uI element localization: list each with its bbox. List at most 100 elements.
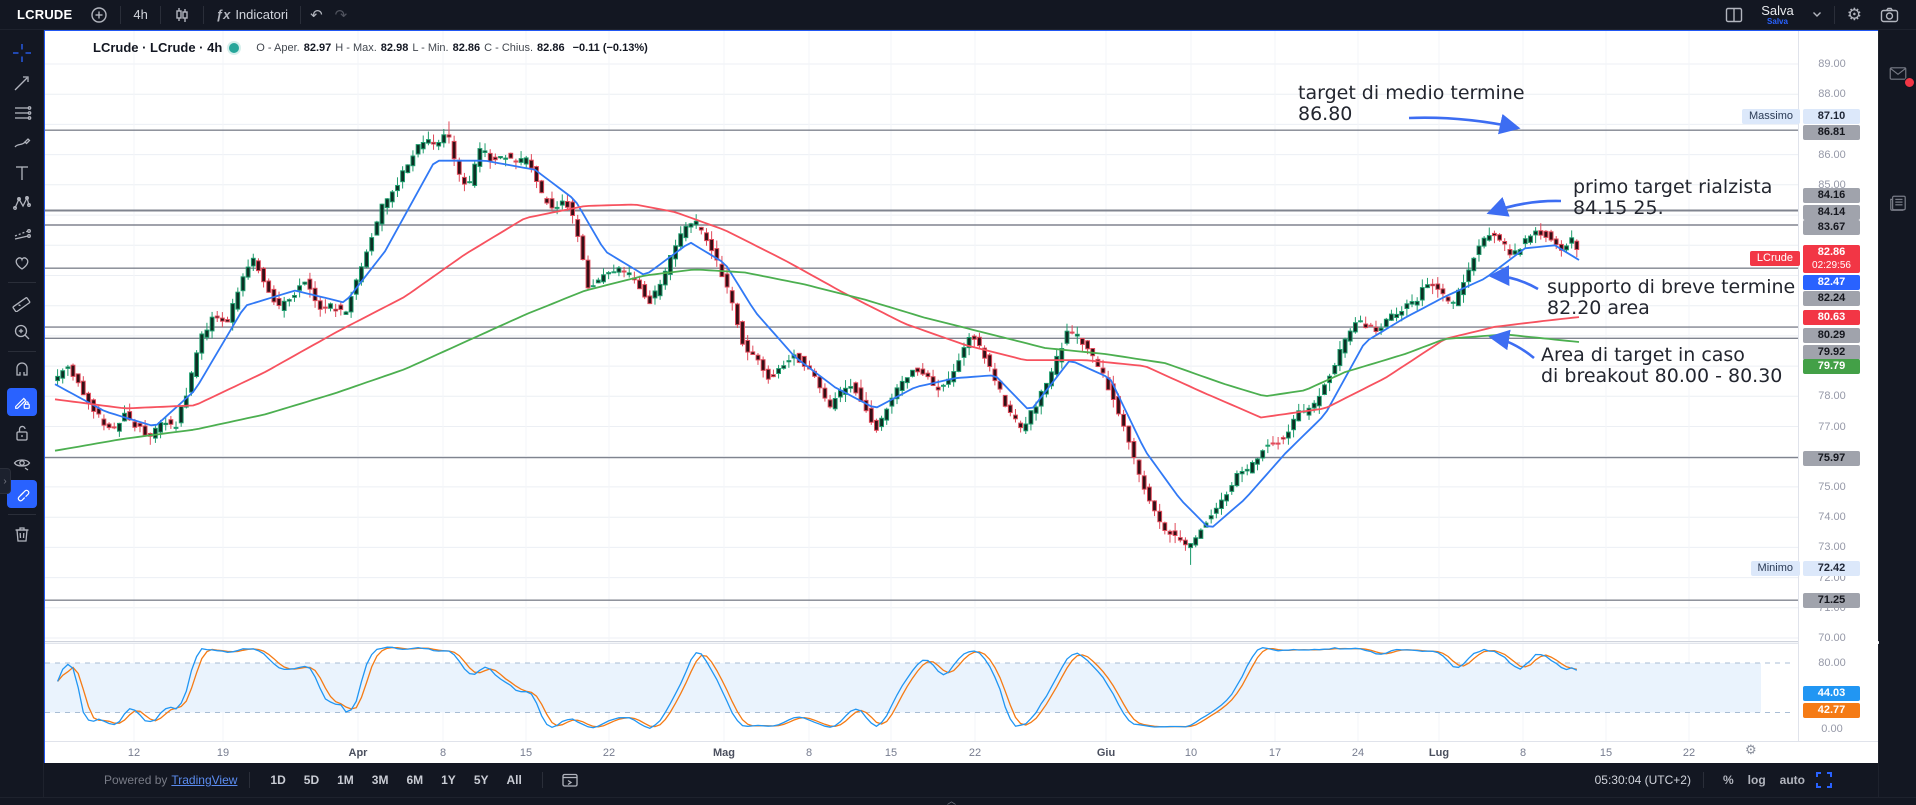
lock-all-drawings-button[interactable] — [5, 418, 39, 448]
annotation-arrow[interactable] — [1488, 329, 1535, 360]
forecast-tool-button[interactable] — [5, 218, 39, 248]
fx-icon: ƒx — [215, 7, 231, 22]
time-tick-label: 22 — [1682, 747, 1696, 759]
magnet-mode-button[interactable] — [5, 356, 39, 386]
magnet-icon — [15, 362, 28, 376]
range-button-6m[interactable]: 6M — [398, 770, 431, 790]
annotation-text[interactable]: target di medio termine 86.80 — [1298, 82, 1525, 125]
annotations-layer[interactable]: target di medio termine 86.80 primo target… — [1298, 82, 1795, 387]
range-button-3m[interactable]: 3M — [364, 770, 397, 790]
price-tick-label: 74.00 — [1818, 511, 1846, 524]
save-layout-button[interactable]: Salva Salva — [1752, 2, 1803, 28]
chart-properties-button[interactable]: ⚙ — [1838, 2, 1871, 28]
price-tick-label: 75.00 — [1818, 480, 1846, 493]
footer-divider — [1702, 772, 1704, 788]
time-axis-settings-gear-icon[interactable]: ⚙ — [1745, 742, 1757, 757]
annotation-arrow[interactable] — [1488, 265, 1539, 291]
measure-tool-button[interactable] — [5, 287, 39, 317]
time-tick-label: Apr — [348, 747, 368, 759]
price-tick-label: 78.00 — [1818, 390, 1846, 403]
toolbar-collapse-handle[interactable]: › — [0, 468, 11, 494]
inbox-button[interactable] — [1883, 58, 1915, 88]
brush-tool-button[interactable] — [5, 128, 39, 158]
server-clock[interactable]: 05:30:04 (UTC+2) — [1594, 773, 1691, 787]
annotation-text[interactable]: supporto di breve termine 82.20 area — [1547, 276, 1795, 319]
annotation-arrow[interactable] — [1486, 197, 1562, 217]
trend-line-tool-button[interactable] — [5, 68, 39, 98]
compare-add-symbol-button[interactable] — [81, 2, 117, 28]
emoji-tool-button[interactable] — [5, 248, 39, 278]
range-button-1m[interactable]: 1M — [329, 770, 362, 790]
layout-select-button[interactable] — [1716, 2, 1752, 28]
indicators-label: Indicatori — [235, 7, 289, 22]
grid-layer — [45, 31, 1798, 641]
save-status-label: Salva — [1767, 16, 1788, 26]
trash-icon — [15, 527, 28, 542]
ma-fast — [54, 159, 1580, 528]
zoom-in-tool-button[interactable] — [5, 317, 39, 347]
low-value: 82.86 — [452, 41, 481, 54]
save-menu-chevron-button[interactable] — [1803, 2, 1831, 28]
stoch-tick-label: 0.00 — [1821, 723, 1843, 735]
fullscreen-button[interactable] — [1816, 772, 1832, 788]
legend-symbol-title[interactable]: LCrude · LCrude · 4h — [93, 40, 223, 55]
tradingview-link[interactable]: TradingView — [171, 773, 238, 787]
bottom-panel-collapse-handle[interactable]: ︿ — [947, 796, 956, 805]
date-range-buttons: 1D 5D 1M 3M 6M 1Y 5Y All — [262, 770, 529, 790]
sync-drawings-button[interactable] — [6, 480, 37, 508]
chart-style-button[interactable] — [164, 2, 200, 28]
price-tick-label: 73.00 — [1818, 541, 1846, 554]
interval-button[interactable]: 4h — [124, 2, 156, 28]
range-button-5y[interactable]: 5Y — [466, 770, 497, 790]
redo-button[interactable]: ↷ — [329, 2, 354, 28]
indicators-button[interactable]: ƒx Indicatori — [207, 2, 297, 28]
percent-scale-button[interactable]: % — [1716, 771, 1741, 789]
log-scale-button[interactable]: log — [1741, 771, 1773, 789]
fib-retracement-tool-button[interactable] — [5, 98, 39, 128]
range-button-all[interactable]: All — [499, 770, 530, 790]
crosshair-tool-button[interactable] — [5, 38, 39, 68]
price-tick-label: 86.00 — [1818, 148, 1846, 161]
toolbar-divider — [120, 5, 122, 24]
undo-button[interactable]: ↶ — [304, 2, 329, 28]
time-tick-label: Lug — [1428, 747, 1450, 759]
ruler-icon — [11, 297, 30, 312]
candles-layer — [55, 121, 1580, 565]
toolbar-divider — [1833, 5, 1835, 24]
interval-label: 4h — [133, 7, 148, 22]
toolbar-divider — [7, 351, 36, 352]
range-button-5d[interactable]: 5D — [296, 770, 327, 790]
plus-circle-icon — [91, 6, 108, 23]
auto-scale-button[interactable]: auto — [1773, 771, 1812, 789]
time-tick-label: 8 — [439, 747, 447, 759]
high-label: H - Max. — [335, 41, 377, 54]
annotation-arrow[interactable] — [1408, 113, 1521, 135]
price-axis[interactable] — [1798, 31, 1878, 741]
time-tick-label: 15 — [1599, 747, 1613, 759]
high-value: 82.98 — [380, 41, 409, 54]
pane-separator[interactable] — [45, 641, 1879, 644]
time-axis[interactable]: 12 19 Apr 8 15 22 Mag 8 15 22 Giu 10 17 24 Lug 8 15 22 — [45, 741, 1878, 763]
text-tool-button[interactable] — [5, 158, 39, 188]
hide-all-drawings-button[interactable] — [5, 448, 39, 478]
brush-icon — [13, 138, 30, 148]
news-button[interactable] — [1883, 188, 1913, 218]
price-tick-label: 88.00 — [1818, 88, 1846, 101]
toolbar-divider — [202, 5, 204, 24]
powered-by-label: Powered by — [104, 773, 168, 787]
stochastic-pane[interactable] — [45, 644, 1798, 741]
support-resistance-lines[interactable] — [45, 129, 1798, 601]
xabcd-pattern-tool-button[interactable] — [5, 188, 39, 218]
remove-drawings-button[interactable] — [5, 519, 39, 549]
symbol-search-button[interactable]: LCRUDE — [8, 2, 81, 28]
candlestick-style-icon — [176, 7, 188, 22]
go-to-date-button[interactable] — [555, 771, 585, 789]
time-tick-label: 24 — [1351, 747, 1365, 759]
main-chart[interactable]: target di medio termine 86.80 primo target… — [45, 31, 1798, 641]
range-button-1d[interactable]: 1D — [262, 770, 293, 790]
range-button-1y[interactable]: 1Y — [433, 770, 464, 790]
annotation-text[interactable]: Area di target in caso di breakout 80.00 … — [1541, 344, 1782, 387]
snapshot-button[interactable] — [1871, 2, 1908, 28]
annotation-text[interactable]: primo target rialzista 84.15 25. — [1573, 176, 1772, 219]
stay-in-drawing-mode-button[interactable] — [6, 388, 37, 416]
